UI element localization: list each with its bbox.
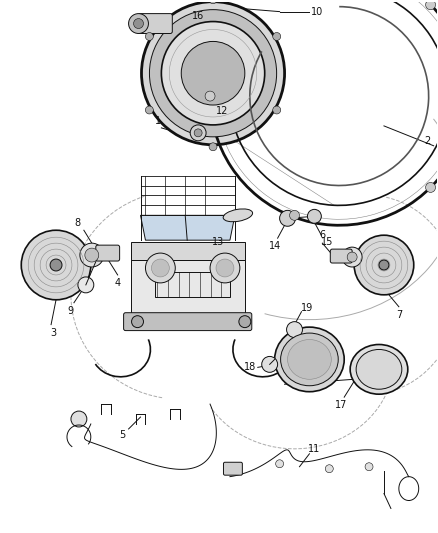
Circle shape — [210, 253, 240, 283]
Polygon shape — [131, 242, 245, 260]
Circle shape — [145, 253, 175, 283]
Text: 19: 19 — [301, 303, 314, 313]
Circle shape — [85, 248, 99, 262]
Text: 12: 12 — [216, 106, 228, 116]
Text: 8: 8 — [75, 219, 81, 228]
Text: 10: 10 — [311, 6, 324, 17]
Ellipse shape — [281, 333, 338, 386]
FancyBboxPatch shape — [124, 313, 252, 330]
Text: 18: 18 — [244, 362, 256, 373]
Circle shape — [354, 235, 414, 295]
Ellipse shape — [356, 350, 402, 389]
Text: 11: 11 — [308, 444, 321, 454]
Circle shape — [134, 19, 144, 29]
Polygon shape — [131, 260, 245, 314]
Circle shape — [347, 252, 357, 262]
Circle shape — [145, 106, 153, 114]
Circle shape — [307, 209, 321, 223]
Circle shape — [78, 277, 94, 293]
Polygon shape — [141, 215, 235, 240]
Circle shape — [279, 211, 296, 226]
Circle shape — [161, 21, 265, 125]
Text: 7: 7 — [396, 310, 402, 320]
Ellipse shape — [288, 340, 331, 379]
FancyBboxPatch shape — [138, 14, 172, 34]
Text: 13: 13 — [212, 237, 224, 247]
Circle shape — [276, 460, 283, 468]
Circle shape — [205, 91, 215, 101]
Text: 3: 3 — [50, 328, 56, 337]
Circle shape — [209, 0, 217, 4]
Circle shape — [71, 411, 87, 427]
Circle shape — [149, 10, 277, 137]
Circle shape — [50, 259, 62, 271]
Circle shape — [141, 2, 285, 145]
Text: 6: 6 — [319, 230, 325, 240]
Circle shape — [262, 357, 278, 373]
Text: 2: 2 — [424, 136, 431, 146]
Circle shape — [426, 0, 435, 10]
Circle shape — [80, 243, 104, 267]
Circle shape — [273, 33, 281, 41]
Text: 4: 4 — [115, 278, 121, 288]
Text: 5: 5 — [120, 430, 126, 440]
Circle shape — [290, 211, 300, 220]
Circle shape — [273, 106, 281, 114]
Ellipse shape — [223, 209, 253, 222]
Circle shape — [365, 463, 373, 471]
Circle shape — [181, 42, 245, 105]
Circle shape — [286, 321, 303, 337]
Circle shape — [190, 125, 206, 141]
FancyBboxPatch shape — [96, 245, 120, 261]
Circle shape — [129, 14, 148, 34]
Ellipse shape — [275, 327, 344, 392]
Circle shape — [379, 260, 389, 270]
Text: 1: 1 — [155, 116, 162, 126]
Circle shape — [152, 259, 170, 277]
Circle shape — [131, 316, 144, 328]
Circle shape — [325, 465, 333, 473]
Circle shape — [216, 259, 234, 277]
FancyBboxPatch shape — [330, 249, 352, 263]
Circle shape — [426, 182, 435, 192]
Ellipse shape — [350, 344, 408, 394]
Circle shape — [145, 33, 153, 41]
Text: 9: 9 — [67, 306, 73, 316]
Circle shape — [209, 143, 217, 151]
Circle shape — [21, 230, 91, 300]
Text: 14: 14 — [268, 241, 281, 251]
Text: 15: 15 — [321, 237, 333, 247]
Text: 16: 16 — [192, 11, 204, 21]
Circle shape — [194, 129, 202, 137]
Circle shape — [342, 247, 362, 267]
FancyBboxPatch shape — [223, 462, 242, 475]
Text: 17: 17 — [335, 400, 347, 410]
Circle shape — [239, 316, 251, 328]
